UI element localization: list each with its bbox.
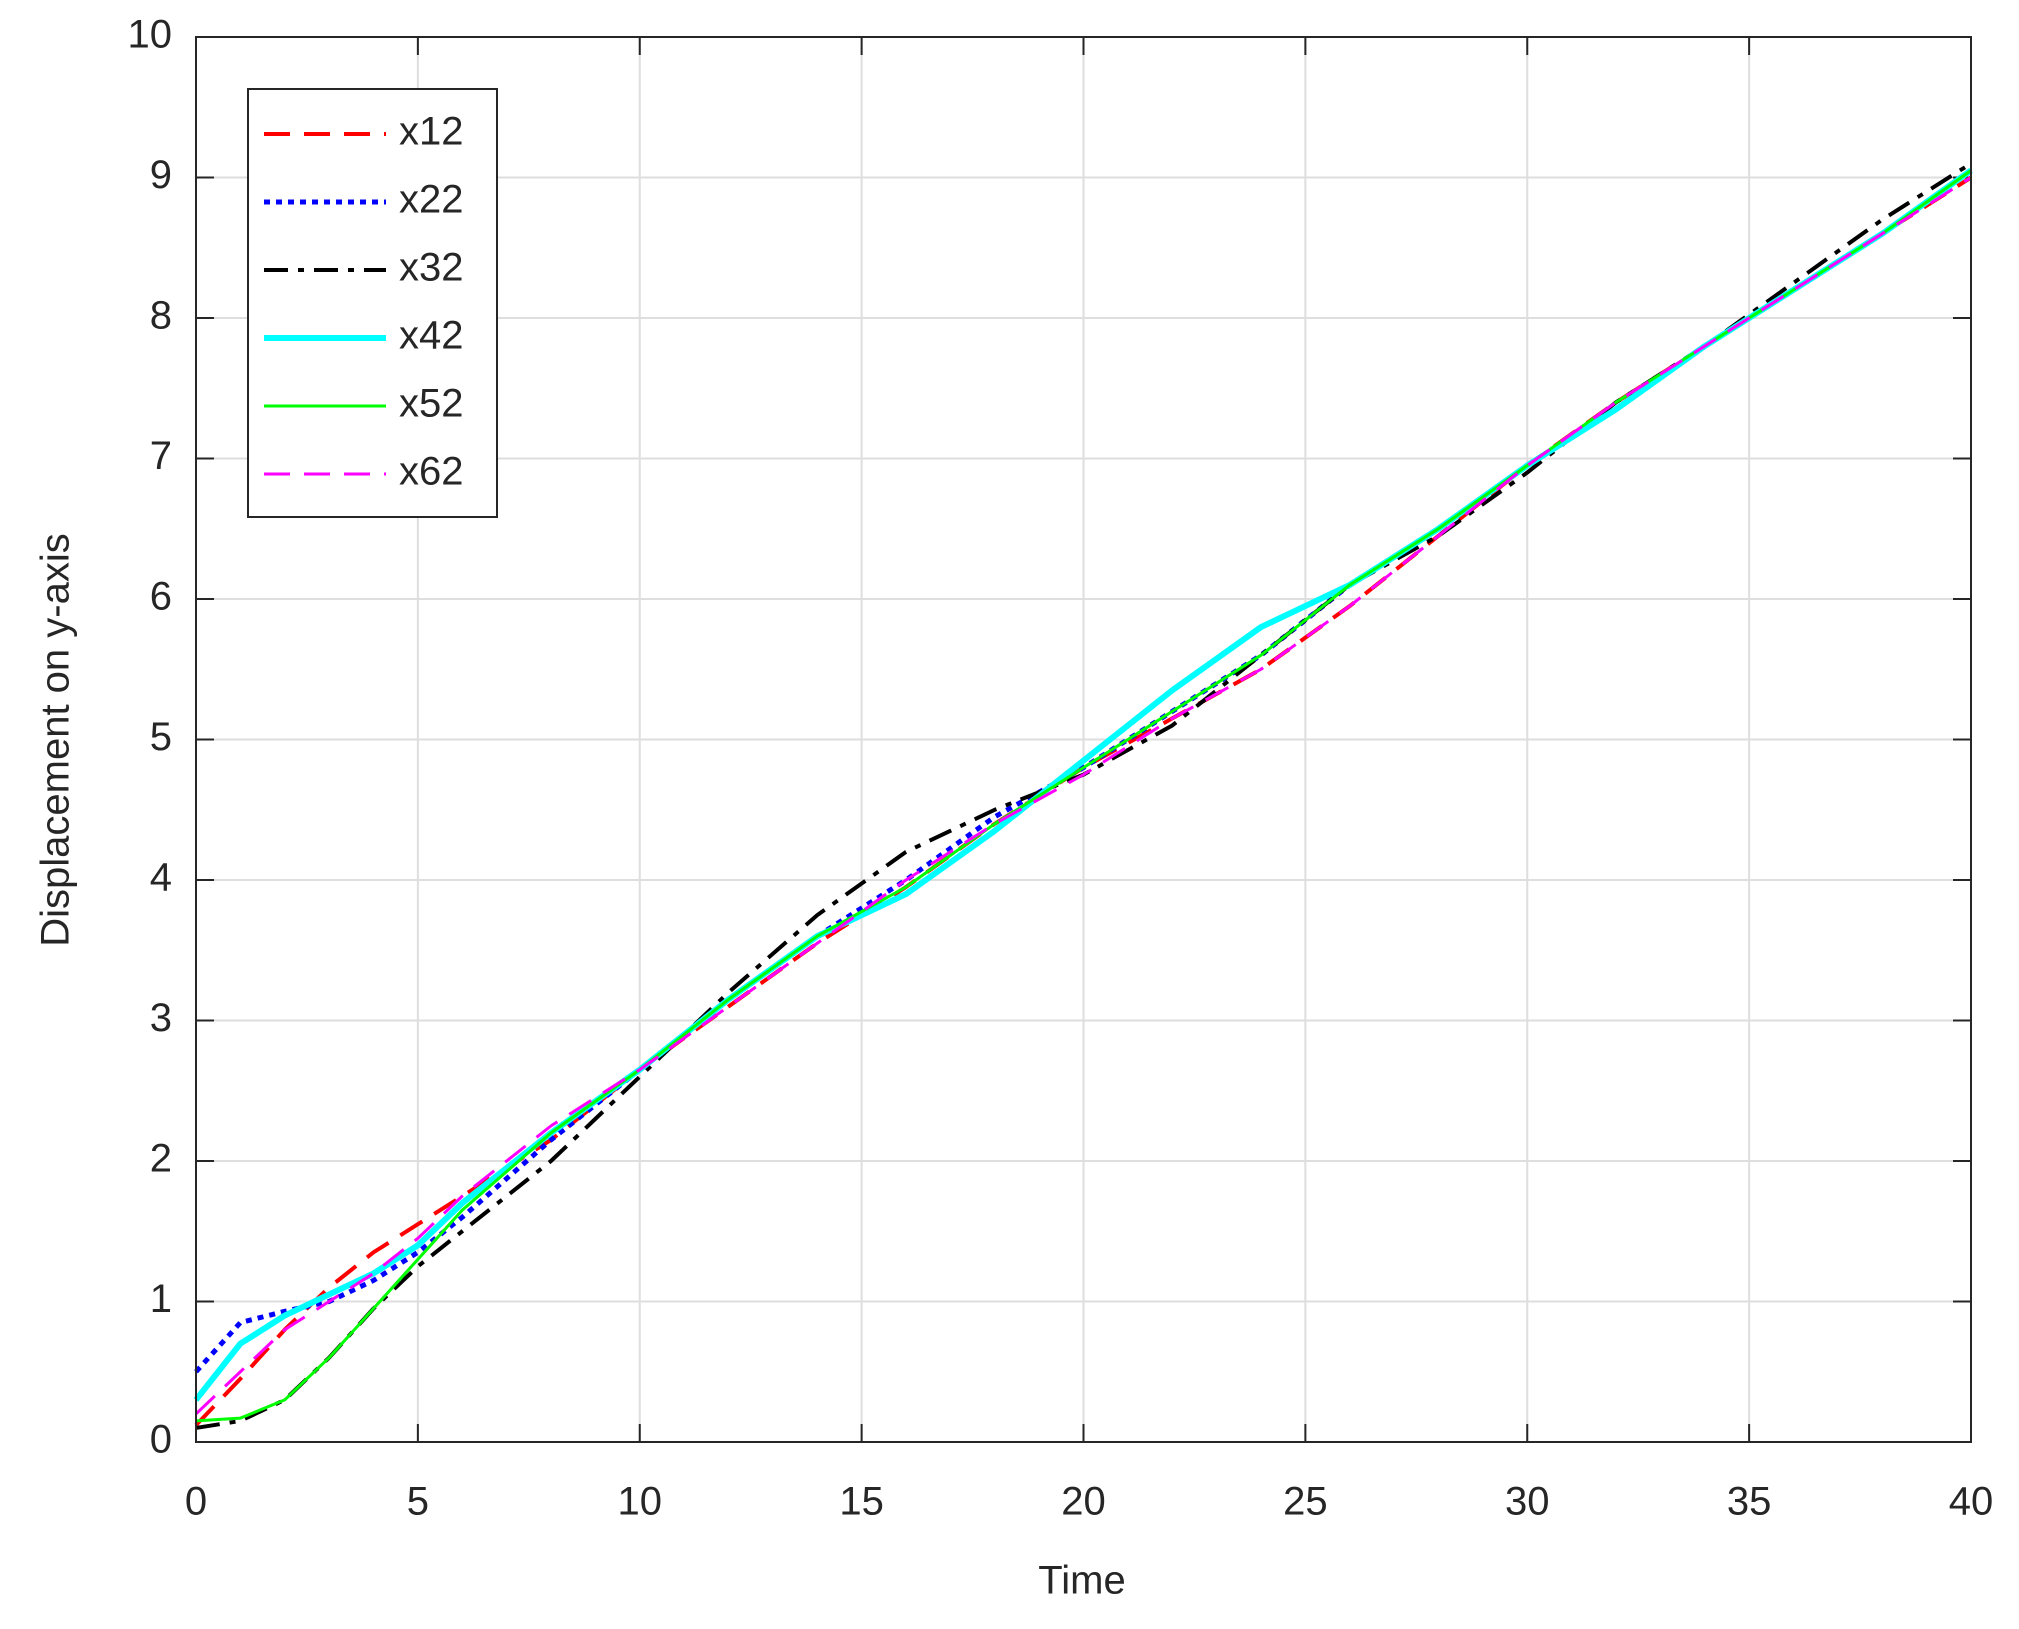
y-tick-label: 0: [150, 1418, 172, 1462]
y-tick-label: 4: [150, 856, 172, 900]
y-tick-label: 7: [150, 434, 172, 478]
legend-label: x12: [399, 110, 464, 154]
x-tick-label: 5: [407, 1480, 429, 1524]
x-tick-label: 30: [1505, 1480, 1550, 1524]
legend-label: x22: [399, 178, 464, 222]
data-line: [194, 176, 1972, 1415]
legend-box: [247, 88, 498, 518]
y-tick-label: 3: [150, 996, 172, 1040]
x-axis-label: Time: [1038, 1559, 1125, 1603]
x-tick-label: 0: [185, 1480, 207, 1524]
y-tick-label: 10: [128, 13, 173, 57]
legend-label: x42: [399, 314, 464, 358]
legend-label: x32: [399, 246, 464, 290]
x-tick-label: 10: [618, 1480, 663, 1524]
x-tick-label: 20: [1061, 1480, 1106, 1524]
x-tick-label: 15: [839, 1480, 884, 1524]
y-tick-label: 6: [150, 575, 172, 619]
x-tick-label: 25: [1283, 1480, 1328, 1524]
y-tick-label: 5: [150, 715, 172, 759]
x-tick-label: 35: [1727, 1480, 1772, 1524]
x-tick-label: 40: [1949, 1480, 1994, 1524]
plot-frame: [195, 36, 1972, 1443]
y-tick-label: 2: [150, 1137, 172, 1181]
y-tick-label: 1: [150, 1277, 172, 1321]
legend-label: x62: [399, 450, 464, 494]
y-tick-label: 9: [150, 153, 172, 197]
y-tick-label: 8: [150, 294, 172, 338]
legend-label: x52: [399, 382, 464, 426]
y-axis-label: Displacement on y-axis: [34, 533, 78, 947]
